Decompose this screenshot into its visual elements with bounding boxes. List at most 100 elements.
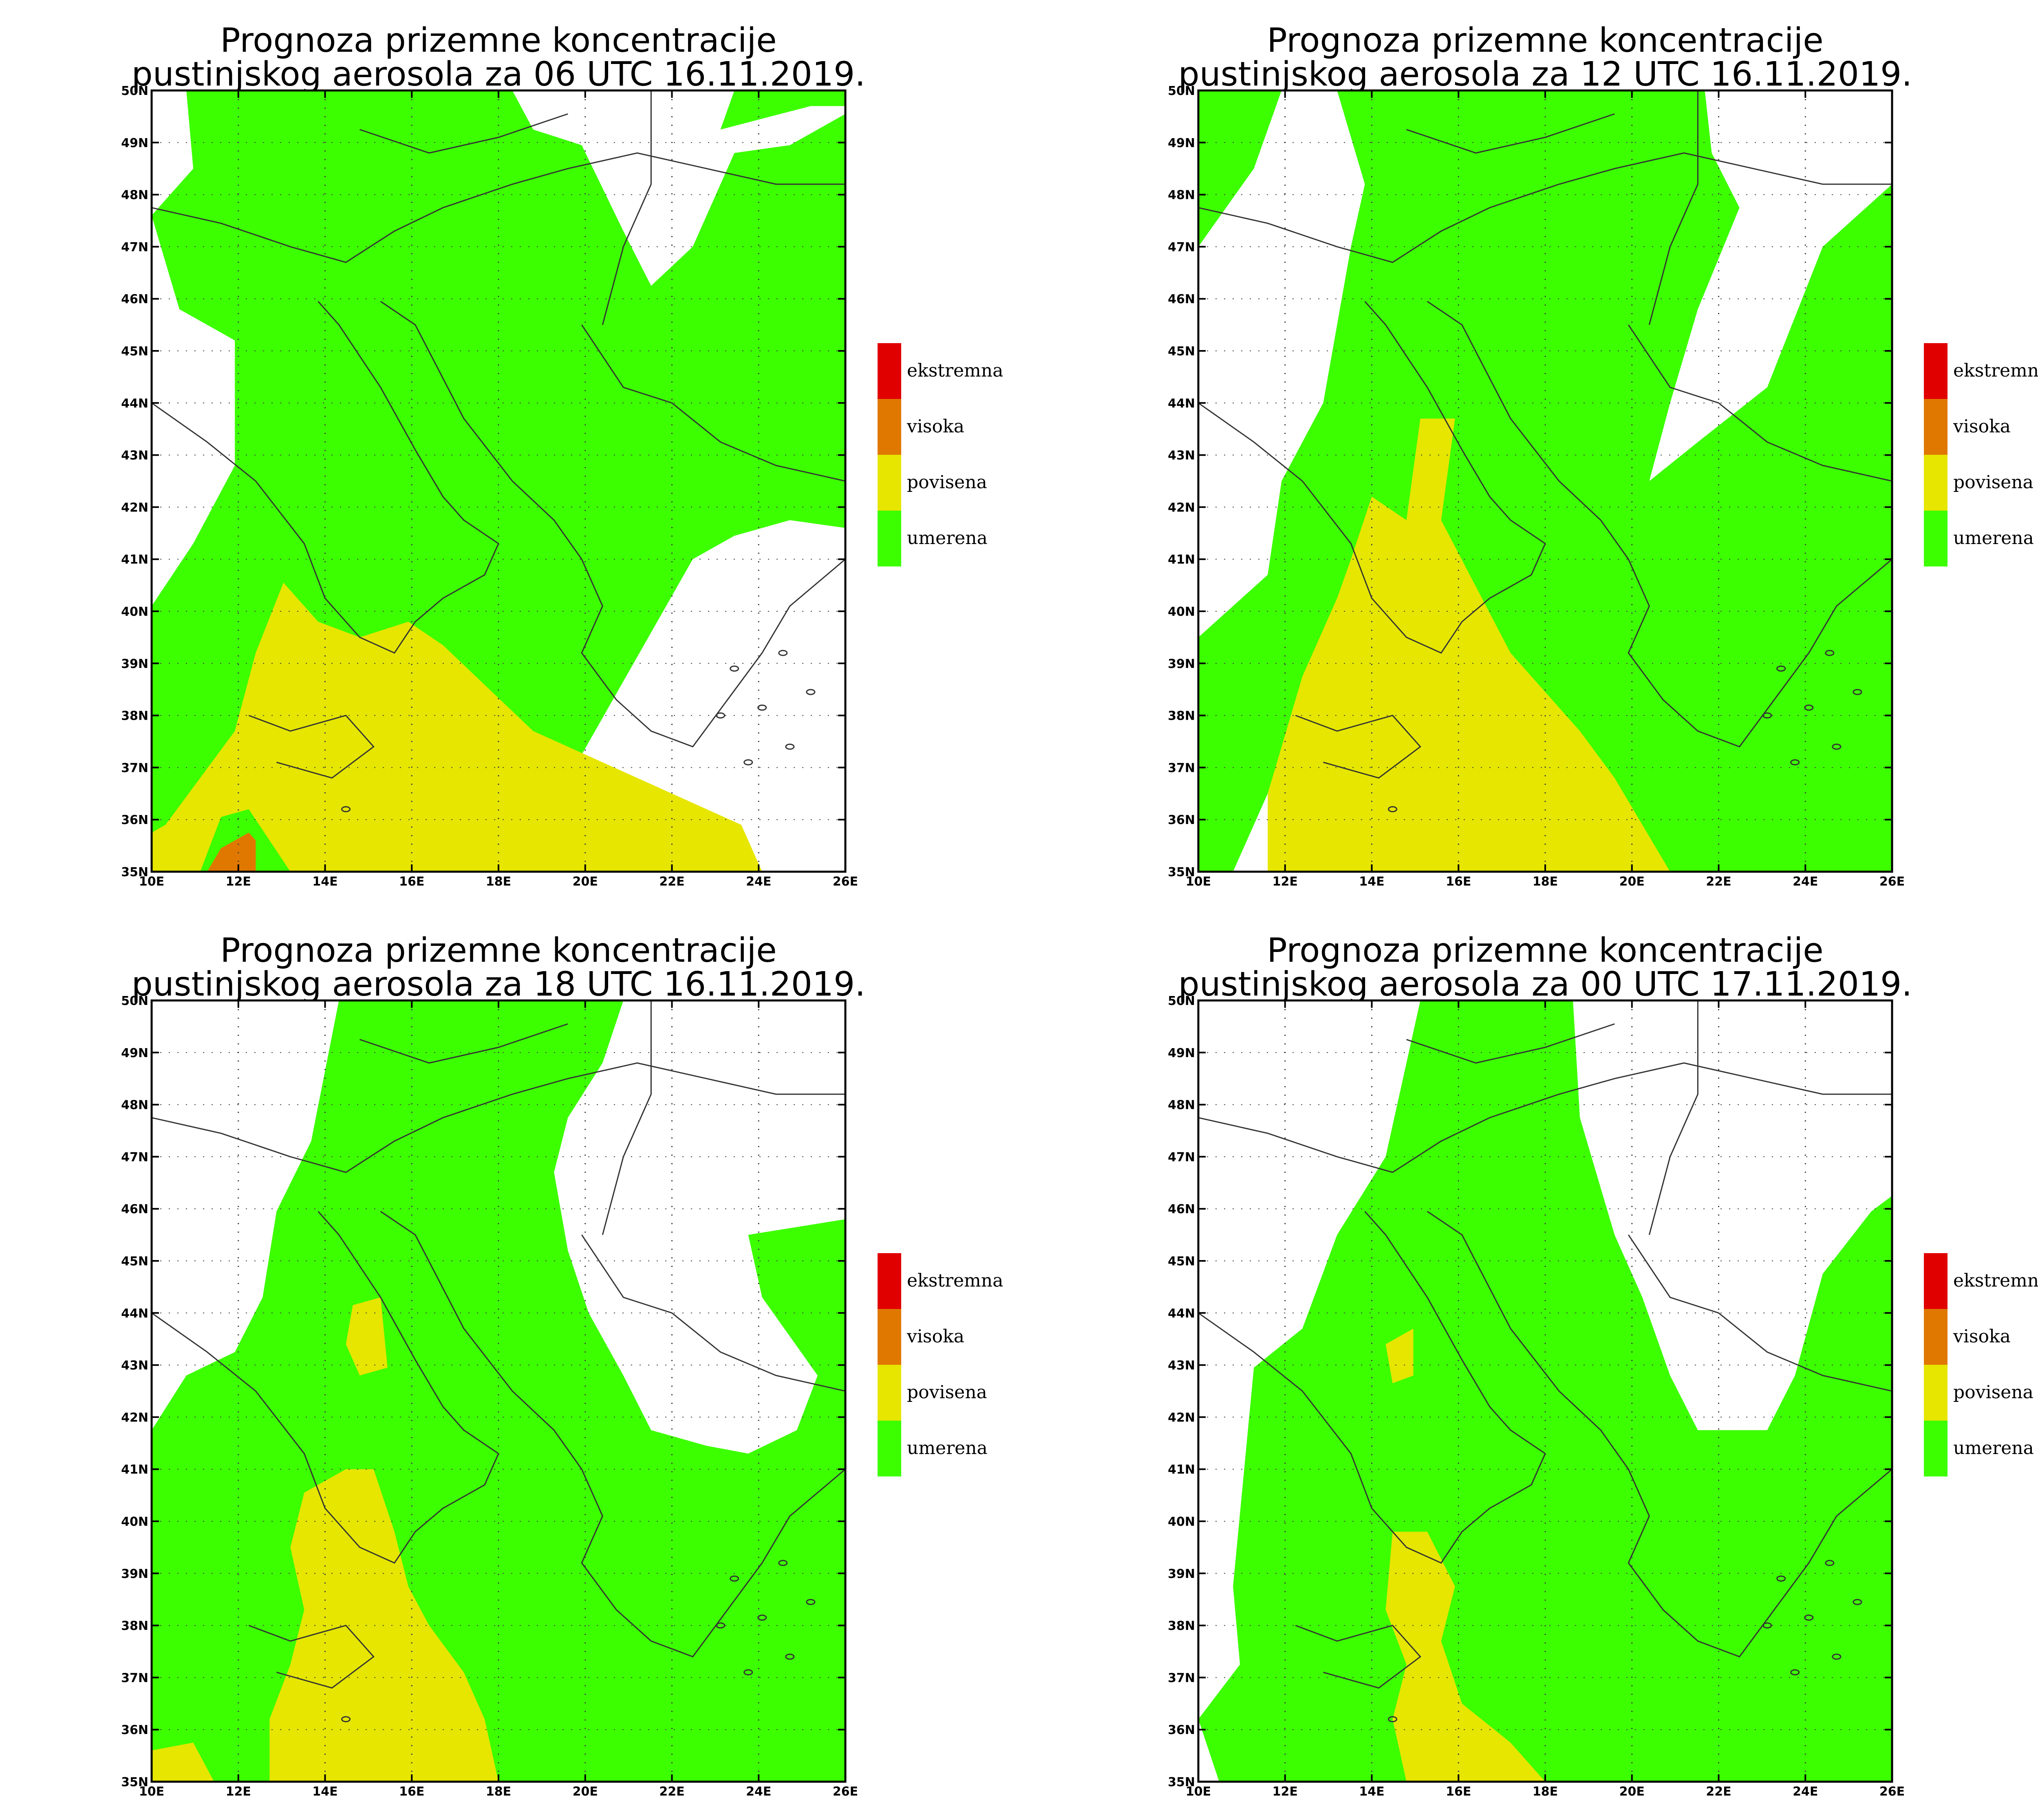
island <box>341 1716 351 1723</box>
panel-title-line2: pustinjskog aerosola za 06 UTC 16.11.201… <box>132 55 866 94</box>
lon-tick-label: 24E <box>1793 1785 1818 1799</box>
legend-swatch-povisena <box>878 1365 901 1421</box>
panel-title-line2: pustinjskog aerosola za 12 UTC 16.11.201… <box>1178 55 1912 94</box>
lon-tick-label: 12E <box>226 1785 251 1799</box>
concentration-zone-povisena <box>1385 1531 1545 1782</box>
island <box>1388 806 1398 813</box>
lat-tick-label: 41N <box>121 553 148 567</box>
lat-tick-label: 37N <box>121 1671 148 1685</box>
concentration-zone-povisena <box>152 1743 214 1782</box>
coastline <box>1628 1234 1892 1392</box>
lat-tick-label: 35N <box>121 1775 148 1789</box>
lat-tick-label: 35N <box>121 865 148 879</box>
legend: ekstremna visoka povisena umerena <box>878 1253 1003 1476</box>
legend-label-ekstremna: ekstremna <box>1953 1270 2038 1291</box>
lon-tick-label: 20E <box>1619 875 1645 889</box>
legend-swatch-ekstremna <box>1924 1253 1948 1309</box>
lat-tick-label: 46N <box>121 1202 148 1216</box>
legend-swatch-ekstremna <box>878 1253 901 1309</box>
coastline <box>1198 1211 1546 1564</box>
map-area <box>1198 90 1892 872</box>
lat-tick-label: 49N <box>1168 1046 1195 1060</box>
island <box>341 806 351 813</box>
lon-tick-label: 10E <box>139 875 164 889</box>
lat-tick-label: 44N <box>121 397 148 411</box>
island <box>778 1560 788 1566</box>
lon-tick-label: 26E <box>1879 875 1905 889</box>
lat-tick-label: 43N <box>1168 449 1195 463</box>
coastline <box>1427 1211 1892 1658</box>
panel-title-line1: Prognoza prizemne koncentracije <box>1267 21 1823 60</box>
coastline <box>380 1211 845 1658</box>
lat-tick-label: 40N <box>1168 1515 1195 1529</box>
legend: ekstremna visoka povisena umerena <box>878 343 1003 566</box>
lat-tick-label: 50N <box>121 994 148 1008</box>
coastline <box>248 714 375 779</box>
lat-tick-label: 38N <box>1168 1619 1195 1633</box>
lat-tick-label: 45N <box>1168 1254 1195 1269</box>
island <box>1832 1653 1842 1660</box>
island <box>1853 689 1862 695</box>
lat-tick-label: 44N <box>1168 397 1195 411</box>
island <box>743 1669 753 1676</box>
map-area <box>152 90 845 872</box>
lon-tick-label: 22E <box>1706 1785 1731 1799</box>
coastline <box>1295 1624 1421 1689</box>
coastline <box>1198 1062 1892 1173</box>
legend-label-ekstremna: ekstremna <box>1953 360 2038 381</box>
concentration-zone-povisena <box>1268 419 1670 872</box>
coastline <box>360 1023 568 1064</box>
forecast-panel-2: Prognoza prizemne koncentracijepustinjsk… <box>1168 21 2038 889</box>
island <box>1832 743 1842 750</box>
lat-tick-label: 50N <box>121 84 148 98</box>
lat-tick-label: 36N <box>1168 813 1195 827</box>
lon-tick-label: 16E <box>399 1785 424 1799</box>
legend-label-ekstremna: ekstremna <box>907 360 1003 381</box>
island <box>1790 1669 1800 1676</box>
lat-tick-label: 43N <box>1168 1359 1195 1373</box>
legend-label-umerena: umerena <box>907 528 988 549</box>
forecast-panel-3: Prognoza prizemne koncentracijepustinjsk… <box>121 931 1003 1799</box>
legend-swatch-umerena <box>1924 1421 1948 1476</box>
lat-tick-label: 45N <box>121 1254 148 1269</box>
lon-tick-label: 12E <box>1273 875 1298 889</box>
island <box>1825 1560 1835 1566</box>
island <box>1790 759 1800 766</box>
lat-tick-label: 49N <box>121 136 148 150</box>
lon-tick-label: 14E <box>312 1785 337 1799</box>
lon-tick-label: 22E <box>1706 875 1731 889</box>
legend-swatch-umerena <box>878 511 901 566</box>
map-area <box>1198 1000 1892 1782</box>
island <box>1776 665 1786 672</box>
coastline <box>152 1062 845 1173</box>
lon-tick-label: 12E <box>226 875 251 889</box>
lat-tick-label: 42N <box>121 1410 148 1425</box>
lon-tick-label: 14E <box>312 875 337 889</box>
lat-tick-label: 37N <box>121 761 148 775</box>
lat-tick-label: 41N <box>1168 1463 1195 1477</box>
lat-tick-label: 49N <box>121 1046 148 1060</box>
legend-swatch-visoka <box>878 399 901 455</box>
legend-label-visoka: visoka <box>907 416 964 437</box>
legend-label-ekstremna: ekstremna <box>907 1270 1003 1291</box>
lat-tick-label: 43N <box>121 1359 148 1373</box>
lon-tick-label: 18E <box>486 1785 511 1799</box>
lat-tick-label: 48N <box>1168 1098 1195 1113</box>
lat-tick-label: 46N <box>1168 1202 1195 1216</box>
lon-tick-label: 26E <box>833 1785 858 1799</box>
lat-tick-label: 47N <box>121 1150 148 1164</box>
legend-swatch-visoka <box>1924 1309 1948 1365</box>
concentration-zone-povisena <box>152 582 762 872</box>
coastline <box>581 1234 845 1392</box>
lat-tick-label: 48N <box>1168 188 1195 203</box>
island <box>730 1575 739 1582</box>
lat-tick-label: 45N <box>121 344 148 359</box>
legend-swatch-povisena <box>1924 455 1948 511</box>
lat-tick-label: 40N <box>121 605 148 619</box>
coastline <box>152 1211 499 1564</box>
legend-swatch-visoka <box>1924 399 1948 455</box>
coastline <box>1648 90 1698 325</box>
coastline <box>248 1624 375 1689</box>
lon-tick-label: 14E <box>1359 875 1384 889</box>
